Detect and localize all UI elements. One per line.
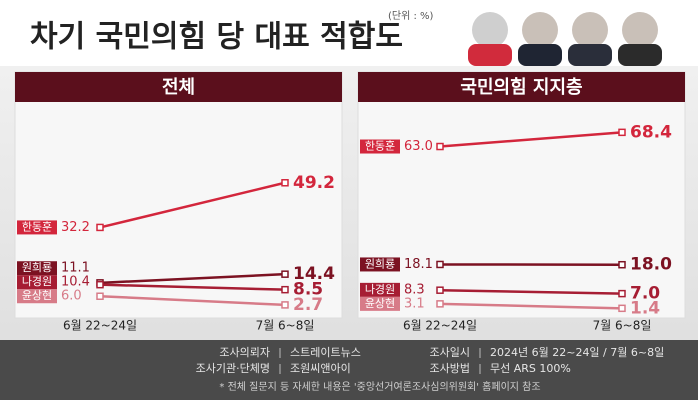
legend-box — [17, 289, 57, 304]
panel — [357, 71, 686, 319]
series-line — [439, 302, 623, 310]
legend-label: 원희룡 — [22, 261, 52, 274]
value-label: 63.0 — [404, 139, 433, 154]
point-marker — [618, 304, 626, 313]
series-line — [99, 294, 286, 307]
value-label: 18.0 — [630, 255, 672, 275]
series-line — [99, 283, 286, 291]
panel-header — [358, 72, 685, 102]
footer-text: 조사일시 — [430, 345, 470, 359]
x-tick-label: 7월 6~8일 — [593, 319, 652, 333]
point-marker — [436, 300, 444, 308]
legend-box — [360, 282, 400, 297]
legend-label: 나경원 — [365, 283, 395, 296]
footer-text: 2024년 6월 22~24일 / 7월 6~8일 — [490, 345, 664, 359]
unit: (단위 : %) — [388, 9, 434, 22]
legend-box — [17, 261, 57, 276]
footer-text: 조사의뢰자 — [219, 346, 270, 359]
x-tick-label: 6월 22~24일 — [403, 319, 477, 333]
point-marker — [618, 289, 626, 298]
footer-band — [0, 340, 698, 400]
series-line — [439, 288, 623, 295]
point-marker — [96, 292, 104, 300]
point-marker — [96, 280, 104, 289]
legend-box — [17, 220, 57, 235]
point-marker — [281, 270, 289, 278]
point-marker — [436, 286, 444, 294]
x-tick-label: 7월 6~8일 — [256, 319, 315, 333]
legend-label: 나경원 — [22, 275, 52, 288]
point-marker — [436, 142, 444, 151]
value-label: 1.4 — [630, 298, 660, 318]
legend-box — [360, 139, 400, 154]
value-label: 32.2 — [61, 220, 90, 235]
value-label: 14.4 — [293, 264, 335, 284]
value-label: 8.3 — [404, 282, 425, 297]
series-line — [99, 181, 286, 229]
point-marker — [281, 285, 289, 294]
point-marker — [281, 301, 289, 309]
footer-text: 스트레이트뉴스 — [290, 346, 361, 359]
footer-text: 조사방법 — [430, 362, 470, 375]
legend-box — [360, 296, 400, 311]
legend-label: 윤상현 — [365, 297, 395, 310]
legend-box — [360, 257, 400, 272]
legend-label: 윤상현 — [22, 289, 52, 302]
point-marker — [618, 260, 626, 269]
value-label: 49.2 — [293, 173, 335, 193]
value-label: 18.1 — [404, 257, 433, 272]
value-label: 2.7 — [293, 295, 323, 315]
value-label: 3.1 — [404, 296, 425, 311]
panel-header — [15, 72, 342, 102]
footer-text: 조원씨앤아이 — [290, 362, 351, 375]
legend-label: 한동훈 — [22, 220, 52, 233]
point-marker — [281, 179, 289, 187]
value-label: 68.4 — [630, 122, 672, 142]
footer-text: 조사기관·단체명 — [196, 362, 270, 375]
value-label: 7.0 — [630, 283, 660, 303]
footer-note: * 전체 질문지 등 자세한 내용은 '중앙선거여론조사심의위원회' 홈페이지 … — [219, 380, 540, 393]
legend-label: 한동훈 — [365, 140, 395, 153]
value-label: 8.5 — [293, 280, 323, 300]
value-label: 6.0 — [61, 289, 82, 304]
panel-title: 전체 — [162, 77, 195, 98]
portraits — [468, 12, 662, 66]
point-marker — [618, 128, 626, 137]
panel-title: 국민의힘 지지층 — [460, 77, 582, 98]
value-label: 10.4 — [61, 275, 90, 290]
series-line — [99, 272, 286, 285]
legend-box — [17, 275, 57, 290]
series-line — [439, 131, 623, 148]
legend-label: 원희룡 — [365, 257, 395, 270]
x-tick-label: 6월 22~24일 — [63, 319, 137, 333]
point-marker — [96, 223, 104, 232]
point-marker — [436, 260, 444, 269]
footer-text: 무선 ARS 100% — [490, 362, 571, 375]
title: 차기 국민의힘 당 대표 적합도 — [30, 20, 403, 55]
value-label: 11.1 — [61, 261, 90, 276]
